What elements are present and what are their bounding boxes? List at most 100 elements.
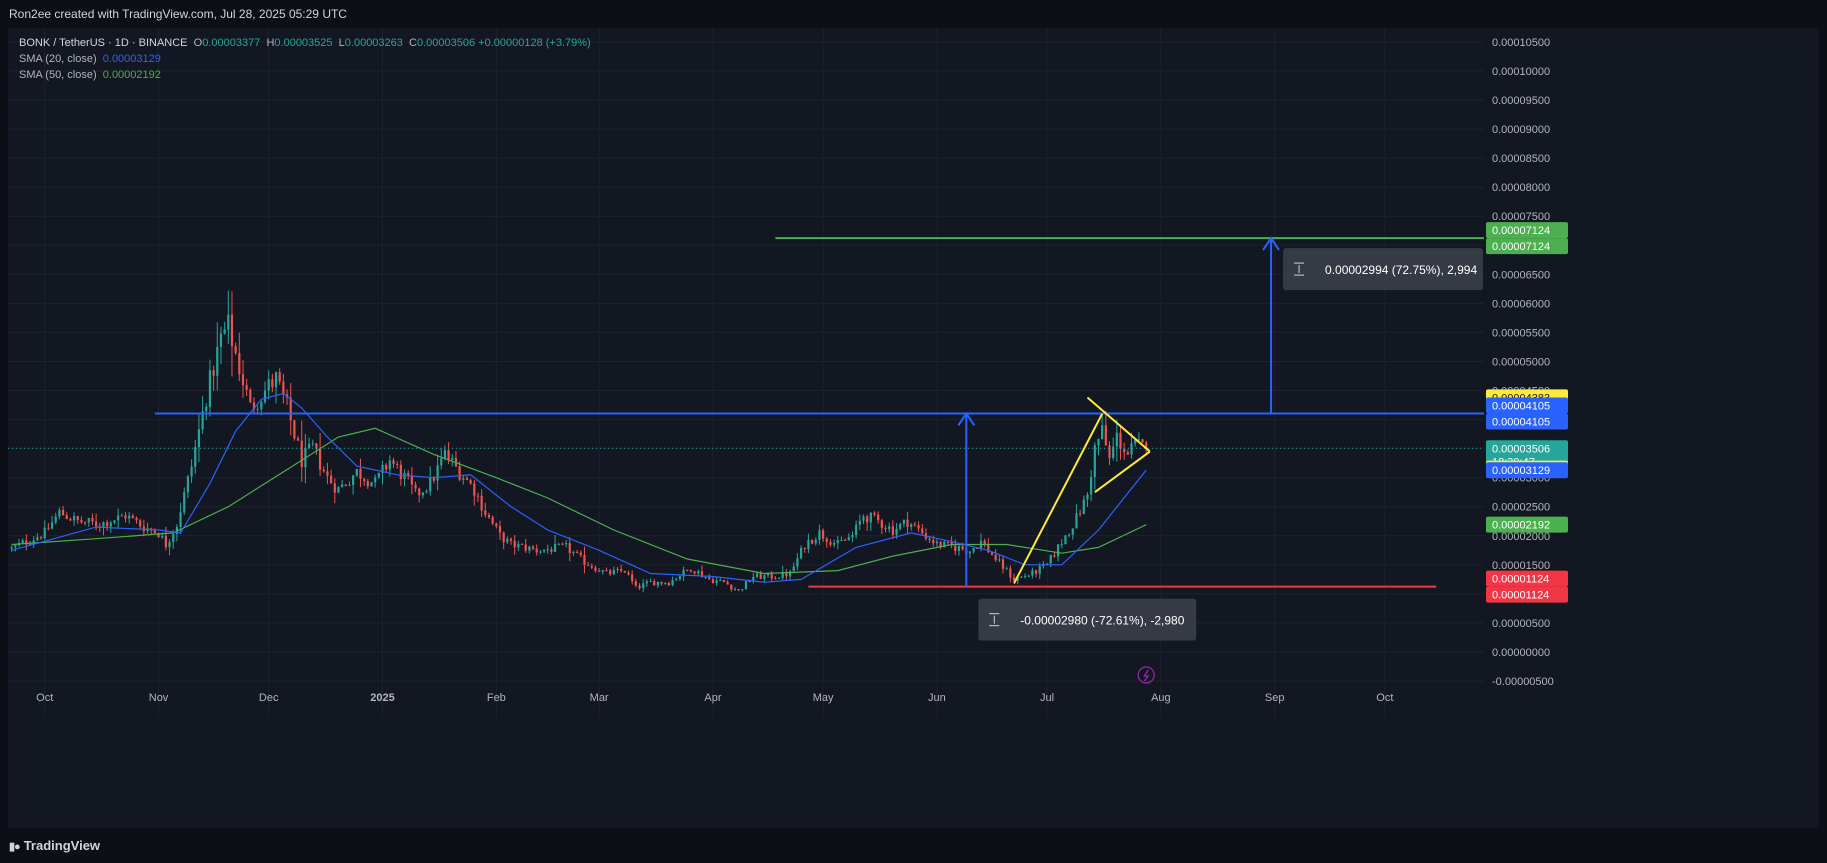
measure-label-text: 0.00002994 (72.75%), 2,994 bbox=[1325, 263, 1477, 277]
ohlc-row: BONK / TetherUS · 1D · BINANCE O0.000033… bbox=[19, 35, 591, 51]
candle-body bbox=[1145, 442, 1148, 449]
candle-body bbox=[987, 544, 990, 553]
price-label-text: 0.00007124 bbox=[1492, 225, 1550, 237]
candle-body bbox=[120, 515, 123, 517]
candle-body bbox=[935, 541, 939, 544]
candle-body bbox=[568, 543, 571, 554]
candle-body bbox=[183, 492, 186, 513]
candle-body bbox=[998, 559, 1001, 561]
candle-body bbox=[733, 589, 737, 591]
candle-body bbox=[21, 540, 24, 544]
price-axis-tick: 0.00000500 bbox=[1492, 618, 1550, 630]
high-label: H bbox=[266, 37, 275, 49]
candle-body bbox=[249, 389, 252, 403]
tradingview-logo[interactable]: ▮● TradingView bbox=[9, 838, 100, 853]
time-axis-tick: Jul bbox=[1040, 692, 1054, 704]
candle-body bbox=[810, 539, 814, 544]
candle-body bbox=[671, 579, 674, 586]
time-axis-tick: Sep bbox=[1265, 692, 1285, 704]
candle-body bbox=[590, 565, 593, 568]
candle-body bbox=[1023, 576, 1027, 578]
candle-body bbox=[392, 460, 395, 465]
candle-body bbox=[983, 540, 986, 545]
candle-body bbox=[164, 535, 167, 548]
time-axis-tick: Nov bbox=[149, 692, 169, 704]
candle-body bbox=[223, 329, 226, 334]
candle-body bbox=[245, 385, 248, 390]
candle-body bbox=[642, 583, 645, 589]
candle-body bbox=[61, 510, 65, 516]
candle-body bbox=[1053, 555, 1056, 557]
candle-body bbox=[1045, 563, 1049, 565]
sma50-line bbox=[11, 427, 1147, 575]
candle-body bbox=[399, 464, 402, 480]
time-axis-tick: May bbox=[813, 692, 834, 704]
candle-body bbox=[862, 516, 865, 521]
candle-body bbox=[737, 589, 740, 591]
candle-body bbox=[36, 537, 39, 541]
open-value: 0.00003377 bbox=[202, 37, 261, 49]
candle-body bbox=[330, 475, 333, 484]
candle-body bbox=[638, 585, 641, 589]
time-axis-tick: Oct bbox=[1376, 692, 1393, 704]
candle-body bbox=[509, 538, 513, 541]
candle-body bbox=[634, 581, 637, 586]
candle-body bbox=[722, 579, 726, 583]
candle-body bbox=[216, 346, 219, 376]
candle-body bbox=[818, 530, 821, 540]
candle-body bbox=[616, 569, 619, 571]
candle-body bbox=[43, 527, 46, 539]
high-value: 0.00003525 bbox=[274, 37, 333, 49]
price-label-box bbox=[1486, 238, 1568, 255]
candle-body bbox=[528, 546, 531, 551]
candle-body bbox=[583, 554, 586, 565]
candle-body bbox=[1130, 443, 1133, 455]
candle-body bbox=[84, 522, 87, 524]
sma20-row[interactable]: SMA (20, close) 0.00003129 bbox=[19, 51, 591, 67]
candle-body bbox=[153, 530, 156, 534]
candle-body bbox=[432, 477, 436, 481]
candle-body bbox=[1049, 555, 1052, 564]
price-axis-tick: 0.00010000 bbox=[1492, 66, 1550, 78]
candle-body bbox=[726, 582, 729, 585]
close-value: 0.00003506 bbox=[416, 37, 476, 49]
candle-body bbox=[719, 579, 722, 581]
candle-body bbox=[465, 478, 469, 481]
candle-body bbox=[1020, 576, 1023, 578]
candle-body bbox=[895, 528, 898, 535]
candle-body bbox=[1090, 477, 1093, 495]
candle-body bbox=[796, 558, 799, 567]
candle-body bbox=[157, 533, 160, 538]
candle-body bbox=[682, 569, 685, 577]
measure-arrow-head bbox=[957, 411, 976, 427]
candle-body bbox=[208, 370, 212, 407]
candle-body bbox=[1112, 446, 1115, 459]
candle-body bbox=[833, 542, 836, 545]
candle-body bbox=[587, 564, 590, 566]
candle-body bbox=[462, 478, 465, 480]
sma50-label: SMA (50, close) bbox=[19, 69, 97, 81]
candle-body bbox=[131, 515, 134, 518]
candle-body bbox=[296, 438, 300, 441]
candle-body bbox=[1119, 432, 1122, 449]
candle-body bbox=[546, 549, 549, 551]
candle-body bbox=[91, 517, 94, 522]
price-axis-tick: 0.00010500 bbox=[1492, 37, 1550, 49]
candle-body bbox=[252, 402, 256, 410]
candle-body bbox=[921, 528, 924, 534]
candle-body bbox=[1137, 439, 1140, 441]
candle-body bbox=[572, 552, 575, 554]
measure-label-text: -0.00002980 (-72.61%), -2,980 bbox=[1020, 614, 1184, 628]
candle-body bbox=[1060, 544, 1063, 546]
candle-body bbox=[884, 527, 887, 530]
candle-body bbox=[524, 544, 527, 551]
candle-body bbox=[656, 581, 659, 586]
sma50-row[interactable]: SMA (50, close) 0.00002192 bbox=[19, 67, 591, 83]
candle-body bbox=[106, 522, 109, 527]
price-label-box bbox=[1486, 413, 1568, 430]
candle-body bbox=[72, 515, 76, 521]
candle-body bbox=[117, 515, 120, 521]
candle-body bbox=[667, 582, 670, 586]
price-label-box bbox=[1486, 397, 1568, 414]
